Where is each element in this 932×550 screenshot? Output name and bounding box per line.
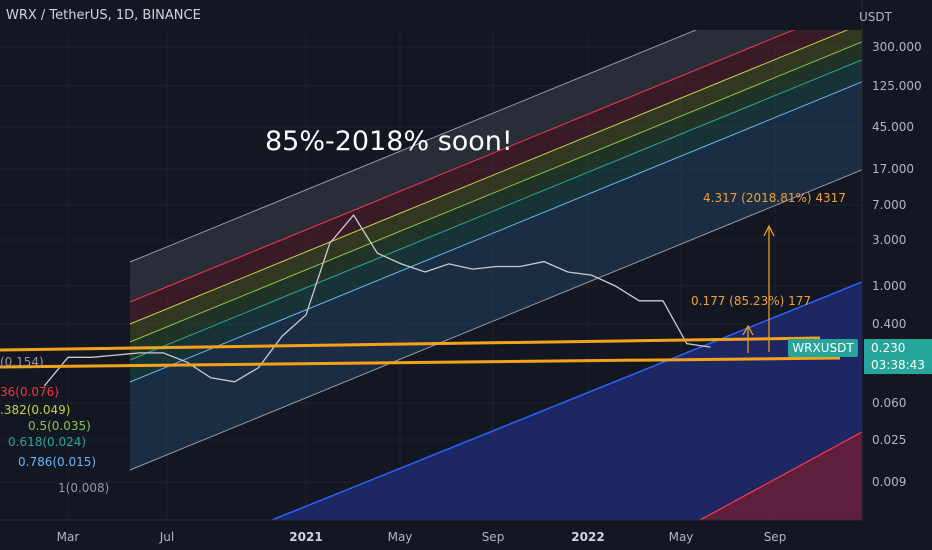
fib-channel — [129, 30, 862, 471]
fib-band — [130, 81, 862, 470]
fib-line — [129, 59, 862, 361]
time-tick-label: 2022 — [571, 530, 604, 544]
fib-level-label: 36(0.076) — [0, 385, 59, 399]
price-tick-label: 125.000 — [872, 79, 922, 93]
time-tick-label: Jul — [159, 530, 174, 544]
fib-level-label: .382(0.049) — [0, 403, 70, 417]
price-tick-label: 7.000 — [872, 198, 906, 212]
fib-level-label: 1(0.008) — [58, 481, 109, 495]
price-tick-label: 1.000 — [872, 279, 906, 293]
fib-band — [130, 41, 862, 360]
price-tick-label: 17.000 — [872, 162, 914, 176]
fib-band — [130, 30, 862, 342]
fib-band — [130, 59, 862, 382]
time-tick-label: 2021 — [289, 530, 322, 544]
time-tick-label: Sep — [764, 530, 787, 544]
fib-labels: (0.154) 36(0.076) .382(0.049) 0.5(0.035) 0.6… — [0, 355, 109, 495]
price-series-line — [43, 214, 711, 387]
chart-header-title: WRX / TetherUS, 1D, BINANCE — [6, 8, 201, 23]
target-label-small: 0.177 (85.23%) 177 — [691, 294, 811, 308]
support-line — [0, 356, 841, 369]
fib-level-label: 0.786(0.015) — [18, 455, 96, 469]
price-tick-label: 0.060 — [872, 396, 906, 410]
fib-line — [129, 30, 849, 325]
time-tick-label: Mar — [57, 530, 80, 544]
time-tick-label: Sep — [482, 530, 505, 544]
fib-line — [129, 30, 698, 263]
fib-level-label: (0.154) — [0, 355, 44, 369]
ticker-symbol: WRXUSDT — [792, 341, 854, 355]
price-tick-label: 0.400 — [872, 317, 906, 331]
lower-channel-line — [271, 281, 862, 520]
price-axis[interactable]: 300.000 125.000 45.000 17.000 7.000 3.000 1.00… — [872, 40, 922, 489]
bar-countdown: 03:38:43 — [871, 358, 925, 372]
time-axis[interactable]: Mar Jul 2021 May Sep 2022 May Sep — [57, 530, 787, 544]
target-arrow-small-head — [742, 324, 754, 336]
price-tick-label: 0.009 — [872, 475, 906, 489]
fib-line — [129, 30, 795, 303]
resistance-line — [0, 336, 821, 352]
lower-red-line — [699, 431, 862, 520]
fib-line — [129, 169, 862, 471]
target-arrow-large-head — [763, 224, 775, 237]
time-tick-label: May — [388, 530, 413, 544]
target-label-large: 4.317 (2018.81%) 4317 — [703, 191, 846, 205]
time-tick-label: May — [669, 530, 694, 544]
fib-line — [129, 41, 862, 343]
ticker-symbol-badge — [788, 339, 858, 357]
price-unit-label: USDT — [859, 10, 892, 24]
fib-line — [129, 81, 862, 383]
price-tick-label: 45.000 — [872, 120, 914, 134]
headline-text: 85%-2018% soon! — [265, 126, 513, 157]
fib-level-label: 0.5(0.035) — [28, 419, 91, 433]
fib-level-label: 0.618(0.024) — [8, 435, 86, 449]
price-tick-label: 300.000 — [872, 40, 922, 54]
price-tick-label: 0.025 — [872, 433, 906, 447]
price-tick-label: 3.000 — [872, 233, 906, 247]
last-price: 0.230 — [871, 341, 905, 355]
last-price-badge — [864, 339, 932, 374]
